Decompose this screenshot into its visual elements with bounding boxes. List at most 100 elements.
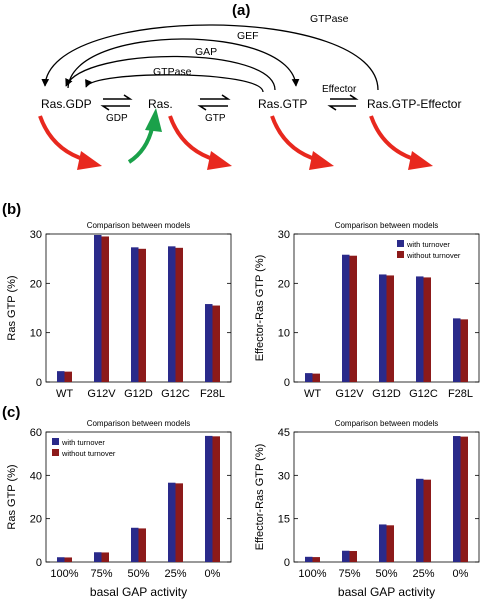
exchange-label-effector: Effector bbox=[322, 84, 357, 95]
y-tick-label: 20 bbox=[30, 278, 42, 290]
bar-with-turnover bbox=[305, 556, 313, 562]
exchange-gdp-arrows bbox=[100, 94, 133, 111]
bar-without-turnover bbox=[138, 528, 146, 562]
bar-with-turnover bbox=[453, 318, 461, 382]
legend-swatch bbox=[397, 240, 404, 247]
panel-a: (a) GTPase GEF GAP GTPase Ras.GDP Ras. R… bbox=[38, 2, 461, 170]
y-tick-label: 15 bbox=[278, 514, 290, 526]
x-tick-label: G12D bbox=[124, 388, 153, 400]
x-tick-label: 50% bbox=[127, 568, 149, 580]
x-tick-label: F28L bbox=[200, 388, 225, 400]
bar-with-turnover bbox=[379, 524, 387, 562]
legend-label: with turnover bbox=[61, 438, 105, 447]
x-tick-label: 100% bbox=[298, 568, 326, 580]
bar-with-turnover bbox=[305, 373, 313, 382]
arc-label-gtpase-inner: GTPase bbox=[153, 66, 192, 78]
bar-without-turnover bbox=[101, 236, 109, 382]
exchange-effector-arrows bbox=[327, 94, 359, 111]
y-axis-label: Effector-Ras GTP (%) bbox=[254, 255, 266, 362]
legend-label: with turnover bbox=[406, 240, 450, 249]
degradation-arrow-ras-gtp bbox=[270, 115, 334, 170]
y-tick-label: 0 bbox=[284, 557, 290, 569]
bar-with-turnover bbox=[416, 478, 424, 562]
exchange-label-gdp: GDP bbox=[106, 113, 128, 124]
bar-with-turnover bbox=[342, 550, 350, 562]
x-tick-label: F28L bbox=[448, 388, 473, 400]
bar-with-turnover bbox=[94, 234, 102, 382]
y-tick-label: 20 bbox=[278, 278, 290, 290]
x-tick-label: 75% bbox=[90, 568, 112, 580]
panel-label-c: (c) bbox=[2, 404, 20, 421]
bar-without-turnover bbox=[64, 557, 72, 562]
x-tick-label: 25% bbox=[412, 568, 434, 580]
x-tick-label: G12V bbox=[335, 388, 364, 400]
gap-arc bbox=[65, 55, 276, 91]
bar-without-turnover bbox=[64, 371, 72, 382]
legend-swatch bbox=[397, 251, 404, 258]
chart-title: Comparison between models bbox=[335, 419, 439, 428]
bar-without-turnover bbox=[212, 436, 220, 562]
bar-without-turnover bbox=[460, 436, 468, 562]
legend-swatch bbox=[52, 449, 59, 456]
x-axis-label: basal GAP activity bbox=[90, 585, 187, 599]
y-axis-label: Ras GTP (%) bbox=[6, 464, 18, 529]
chart-title: Comparison between models bbox=[87, 221, 191, 230]
bar-with-turnover bbox=[168, 482, 176, 562]
bar-without-turnover bbox=[175, 247, 183, 382]
panel-label-a: (a) bbox=[232, 2, 250, 19]
bar-with-turnover bbox=[57, 557, 65, 562]
legend-swatch bbox=[52, 438, 59, 445]
bar-without-turnover bbox=[460, 319, 468, 382]
chart-1: Comparison between models 0 10 20 30 Ras GTP … bbox=[6, 221, 232, 400]
chart-2: Comparison between models 0 10 20 30 Effector… bbox=[254, 221, 480, 400]
x-tick-label: WT bbox=[304, 388, 321, 400]
bar-with-turnover bbox=[94, 552, 102, 562]
y-tick-label: 10 bbox=[30, 328, 42, 340]
bar-without-turnover bbox=[423, 277, 431, 382]
x-tick-label: 100% bbox=[50, 568, 78, 580]
chart-title: Comparison between models bbox=[87, 419, 191, 428]
y-tick-label: 10 bbox=[278, 328, 290, 340]
bar-without-turnover bbox=[312, 373, 320, 382]
bar-with-turnover bbox=[131, 247, 139, 382]
chart-title: Comparison between models bbox=[335, 221, 439, 230]
x-tick-label: 0% bbox=[205, 568, 221, 580]
y-tick-label: 0 bbox=[284, 377, 290, 389]
gtpase-inner-arc bbox=[85, 74, 264, 93]
chart-4: Comparison between models 0 15 30 45 Effector… bbox=[254, 419, 480, 599]
bar-without-turnover bbox=[386, 275, 394, 382]
y-tick-label: 60 bbox=[30, 427, 42, 439]
synthesis-arrow-ras bbox=[127, 108, 162, 164]
y-tick-label: 30 bbox=[30, 229, 42, 241]
x-tick-label: G12C bbox=[161, 388, 190, 400]
bar-without-turnover bbox=[138, 248, 146, 382]
bar-without-turnover bbox=[312, 557, 320, 562]
y-tick-label: 30 bbox=[278, 229, 290, 241]
bar-without-turnover bbox=[423, 479, 431, 562]
arc-label-gtpase-outer: GTPase bbox=[310, 13, 349, 25]
y-axis-label: Effector-Ras GTP (%) bbox=[254, 444, 266, 551]
bar-without-turnover bbox=[175, 483, 183, 562]
x-tick-label: 50% bbox=[375, 568, 397, 580]
node-ras-gdp: Ras.GDP bbox=[41, 97, 92, 111]
y-axis-label: Ras GTP (%) bbox=[6, 275, 18, 340]
y-tick-label: 20 bbox=[30, 514, 42, 526]
bar-with-turnover bbox=[131, 527, 139, 562]
x-tick-label: 75% bbox=[338, 568, 360, 580]
degradation-arrow-ras-gtp-effector bbox=[369, 115, 433, 170]
x-tick-label: 25% bbox=[164, 568, 186, 580]
x-axis-label: basal GAP activity bbox=[338, 585, 435, 599]
arc-label-gef: GEF bbox=[237, 30, 259, 42]
degradation-arrow-ras bbox=[168, 115, 232, 170]
x-tick-label: G12V bbox=[87, 388, 116, 400]
x-tick-label: G12C bbox=[409, 388, 438, 400]
legend: with turnover without turnover bbox=[52, 438, 116, 458]
degradation-arrow-ras-gdp bbox=[38, 115, 102, 170]
bar-without-turnover bbox=[349, 551, 357, 562]
bar-without-turnover bbox=[101, 552, 109, 562]
y-tick-label: 40 bbox=[30, 470, 42, 482]
arc-label-gap: GAP bbox=[195, 46, 217, 58]
y-tick-label: 0 bbox=[36, 377, 42, 389]
legend-label: without turnover bbox=[406, 251, 461, 260]
